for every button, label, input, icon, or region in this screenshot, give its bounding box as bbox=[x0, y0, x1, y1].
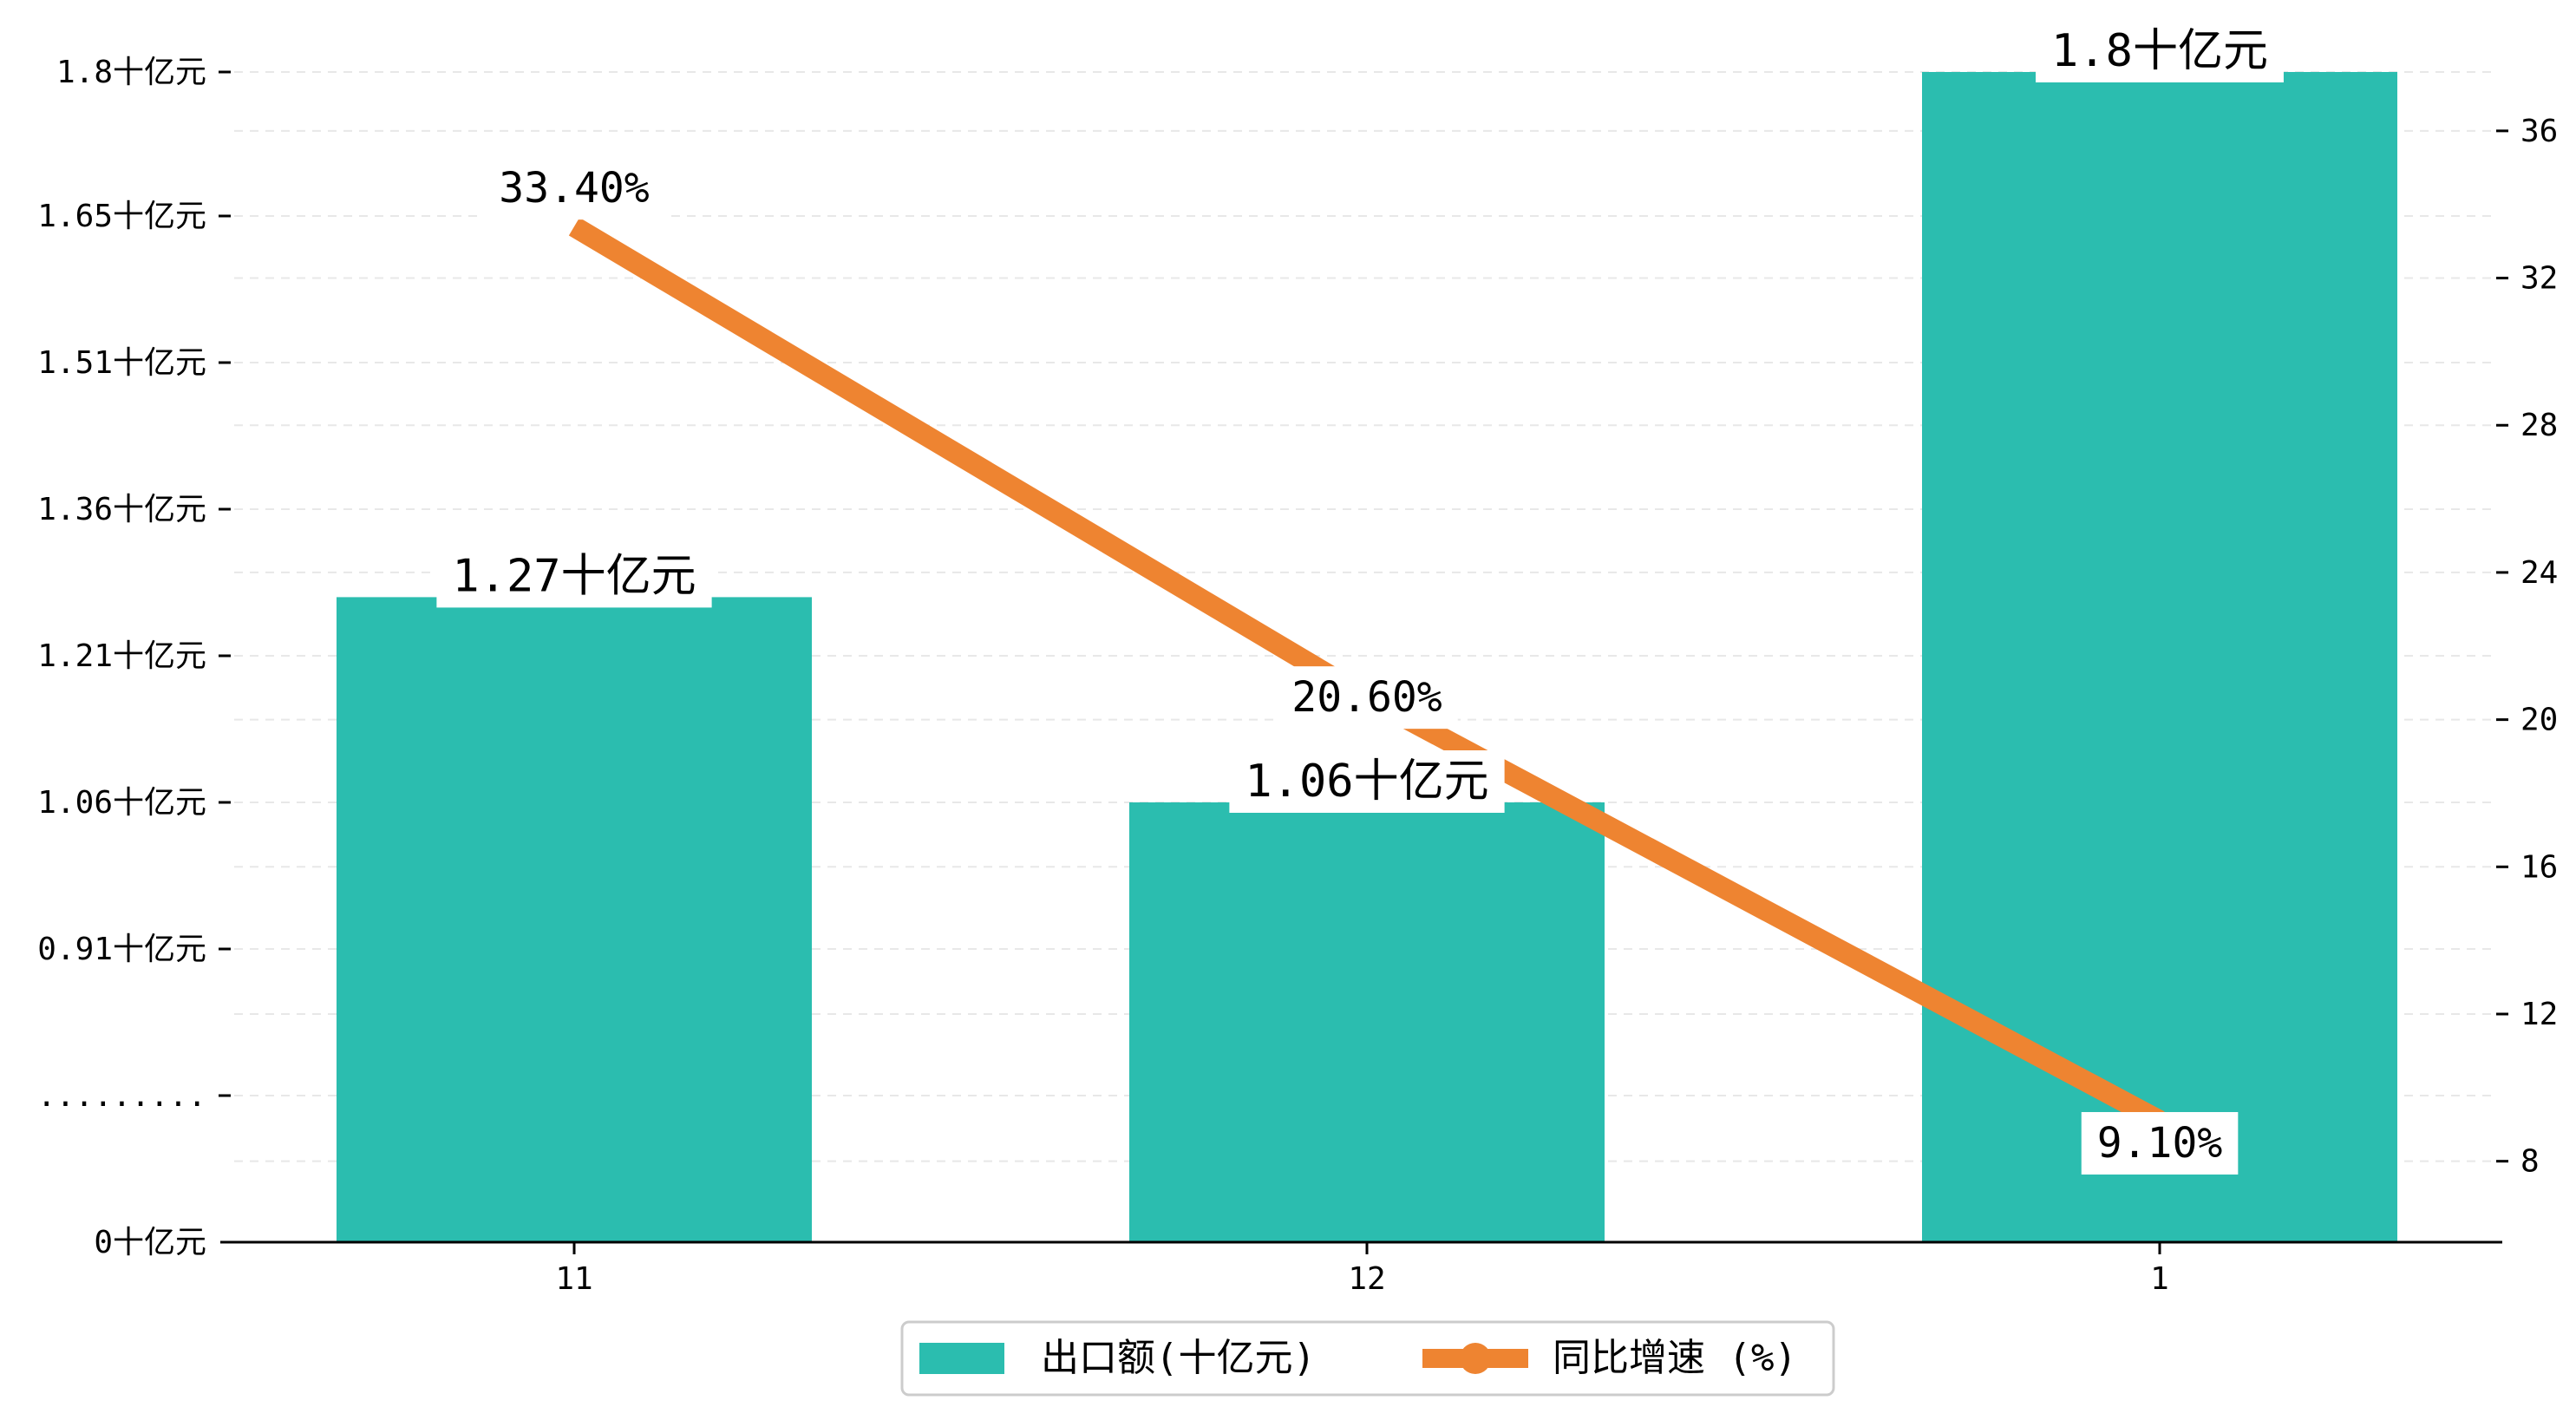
axes: 0十亿元......... 0.91十亿元 1.06十亿元 1.21十亿元 1.36十亿… bbox=[37, 55, 2558, 1297]
legend-bar-label[interactable]: 出口额(十亿元) bbox=[1041, 1336, 1316, 1380]
legend-box bbox=[900, 1320, 1835, 1397]
bar-value-label: 1.27十亿元 bbox=[452, 550, 696, 602]
left-tick-label: 1.51十亿元 bbox=[37, 345, 206, 381]
right-tick-label: 36 bbox=[2520, 114, 2558, 149]
left-tick-label: 0.91十亿元 bbox=[37, 932, 206, 967]
bar[interactable] bbox=[1129, 802, 1605, 1242]
bar[interactable] bbox=[337, 597, 812, 1242]
right-tick-label: 20 bbox=[2520, 703, 2558, 738]
line-value-label-group: 9.10% bbox=[2081, 1112, 2239, 1175]
left-tick-label: 1.06十亿元 bbox=[37, 785, 206, 821]
line-value-label-background bbox=[483, 157, 665, 220]
right-tick-label: 8 bbox=[2520, 1144, 2540, 1180]
x-tick-label: 11 bbox=[555, 1261, 592, 1297]
right-tick-label: 16 bbox=[2520, 849, 2558, 885]
bar-value-label-group: 1.06十亿元 bbox=[1229, 750, 1505, 813]
bar-value-label-background bbox=[1229, 750, 1505, 813]
left-tick-label: 1.21十亿元 bbox=[37, 638, 206, 674]
bar-value-label-group: 1.27十亿元 bbox=[436, 545, 712, 608]
bar-value-label-group: 1.8十亿元 bbox=[2036, 20, 2284, 82]
right-tick-label: 28 bbox=[2520, 408, 2558, 443]
left-tick-label: 1.65十亿元 bbox=[37, 199, 206, 234]
line-value-label-group: 20.60% bbox=[1276, 666, 1458, 730]
bar-value-label-background bbox=[436, 545, 712, 608]
line-value-label: 33.40% bbox=[499, 164, 649, 213]
legend[interactable]: 出口额(十亿元) 同比增速 (%) bbox=[900, 1320, 1835, 1397]
legend-line-marker bbox=[1460, 1343, 1491, 1374]
bar[interactable] bbox=[1922, 72, 2397, 1242]
line-value-label-group: 33.40% bbox=[483, 157, 665, 220]
legend-bar-swatch bbox=[919, 1343, 1004, 1374]
line-value-label: 20.60% bbox=[1291, 673, 1442, 722]
bar-value-label: 1.8十亿元 bbox=[2051, 25, 2268, 77]
left-tick-label: ......... bbox=[37, 1078, 206, 1114]
bar-value-label-background bbox=[2036, 20, 2284, 82]
x-tick-label: 1 bbox=[2150, 1261, 2169, 1297]
left-tick-label: 0十亿元 bbox=[94, 1225, 206, 1260]
x-tick-label: 12 bbox=[1348, 1261, 1385, 1297]
left-tick-label: 1.8十亿元 bbox=[56, 55, 206, 90]
bar-series bbox=[337, 72, 2397, 1242]
data-labels: 1.27十亿元 1.06十亿元 1.8十亿元 33.40% 20.60% 9.10% bbox=[436, 20, 2284, 1175]
right-tick-label: 24 bbox=[2520, 555, 2558, 591]
line-value-label-background bbox=[2081, 1112, 2239, 1175]
line-value-label: 9.10% bbox=[2097, 1119, 2223, 1168]
right-tick-label: 32 bbox=[2520, 261, 2558, 297]
line-value-label-background bbox=[1276, 666, 1458, 730]
bar-value-label: 1.06十亿元 bbox=[1245, 756, 1488, 808]
right-tick-label: 12 bbox=[2520, 997, 2558, 1032]
legend-line-label[interactable]: 同比增速 (%) bbox=[1553, 1336, 1797, 1380]
left-tick-label: 1.36十亿元 bbox=[37, 492, 206, 527]
